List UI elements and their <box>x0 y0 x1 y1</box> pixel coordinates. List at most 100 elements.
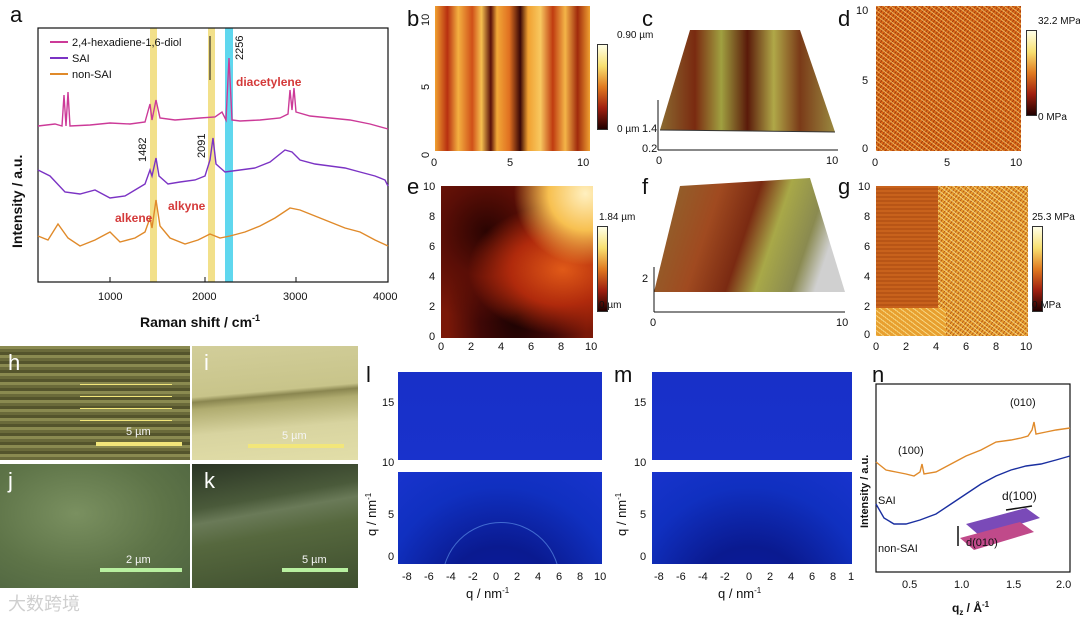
panel-label-c: c <box>642 6 653 31</box>
m-xtick-m2: -2 <box>720 571 730 583</box>
b-xtick-0: 0 <box>431 157 437 169</box>
l-xtick-m8: -8 <box>402 571 412 583</box>
colorbar-e-bottom: 0 µm <box>599 300 622 311</box>
raman-chart: 2,4-hexadiene-1,6-diol SAI non-SAI 2256 … <box>9 27 397 330</box>
afm-3d-surface-c: 1.4 0.2 0 10 <box>642 30 838 167</box>
sem-image-h: h 5 µm <box>0 346 190 460</box>
colorbar-g-bottom: 0 MPa <box>1032 300 1061 311</box>
peak-label-100: (100) <box>898 445 924 457</box>
colorbar-e <box>597 226 608 312</box>
series-label-sai: SAI <box>878 495 896 507</box>
e-xtick-8: 8 <box>558 341 564 352</box>
panel-label-i: i <box>204 350 209 375</box>
d-ytick-10: 10 <box>856 5 868 17</box>
sai-linecut <box>875 421 1071 477</box>
peak-label-1482: 1482 <box>137 138 149 162</box>
m-xtick-0: 0 <box>746 571 752 583</box>
raman-xtick-2000: 2000 <box>192 291 216 303</box>
d010-label: d(010) <box>966 537 998 549</box>
n-ylabel: Intensity / a.u. <box>859 455 871 528</box>
afm-height-map-e <box>441 186 593 338</box>
scale-bar-h <box>96 442 182 446</box>
g-ytick-10: 10 <box>858 181 870 193</box>
l-xtick-m2: -2 <box>468 571 478 583</box>
b-ytick-10: 10 <box>420 14 432 26</box>
raman-plot-frame <box>37 27 389 283</box>
linecut-chart: Intensity / a.u. (100) (010) SAI non-SAI… <box>859 383 1071 617</box>
n-xlabel: qz / Å-1 <box>952 600 990 617</box>
f-ztick-2: 2 <box>642 273 648 285</box>
scale-bar-j <box>100 568 182 572</box>
panel-label-n: n <box>872 362 885 387</box>
e-ytick-6: 6 <box>429 241 435 253</box>
l-xtick-4: 4 <box>535 571 541 583</box>
modulus-map-d <box>876 6 1021 151</box>
raman-ylabel: Intensity / a.u. <box>9 155 25 248</box>
panel-g: g 10 8 6 4 2 0 0 2 4 6 8 10 25.3 MPa 0 M… <box>836 172 1080 352</box>
g-ytick-2: 2 <box>864 301 870 313</box>
e-xtick-2: 2 <box>468 341 474 352</box>
d-xtick-0: 0 <box>872 157 878 169</box>
annotation-alkyne: alkyne <box>168 199 206 213</box>
g-xtick-6: 6 <box>963 341 969 352</box>
nonsai-linecut <box>875 455 1071 525</box>
e-xtick-6: 6 <box>528 341 534 352</box>
n-xtick-1.5: 1.5 <box>1006 579 1021 591</box>
b-xtick-5: 5 <box>507 157 513 169</box>
giwaxs-pattern-m <box>652 372 852 564</box>
series-label-nonsai: non-SAI <box>878 543 918 555</box>
watermark: 大数跨境 <box>8 594 80 614</box>
e-ytick-10: 10 <box>423 181 435 193</box>
m-ylabel: q / nm-1 <box>614 492 629 536</box>
panel-label-m: m <box>614 362 633 387</box>
e-ytick-0: 0 <box>429 331 435 343</box>
colorbar-b <box>597 44 608 130</box>
m-xlabel: q / nm-1 <box>718 586 762 601</box>
e-ytick-2: 2 <box>429 301 435 313</box>
e-xtick-4: 4 <box>498 341 504 352</box>
annotation-alkene: alkene <box>115 211 153 225</box>
b-xtick-10: 10 <box>577 157 589 169</box>
panel-label-e: e <box>407 174 420 199</box>
peak-label-2091: 2091 <box>196 134 208 158</box>
g-ytick-6: 6 <box>864 241 870 253</box>
n-xtick-1.0: 1.0 <box>954 579 969 591</box>
e-xtick-10: 10 <box>585 341 597 352</box>
legend-label-sai: SAI <box>72 53 90 65</box>
e-ytick-8: 8 <box>429 211 435 223</box>
diacetylene-band <box>225 28 233 282</box>
g-xtick-10: 10 <box>1020 341 1032 352</box>
panel-label-b: b <box>407 6 420 31</box>
c-ztick-1.4: 1.4 <box>642 123 657 135</box>
peak-label-010: (010) <box>1010 397 1036 409</box>
l-ytick-15: 15 <box>382 397 394 409</box>
m-ytick-0: 0 <box>640 551 646 563</box>
panel-label-k: k <box>204 468 215 493</box>
panel-l: l q / nm-1 15 10 5 0 -8 -6 -4 -2 0 2 4 6… <box>362 360 612 610</box>
c-xtick-0: 0 <box>656 155 662 167</box>
colorbar-b-top: 0.90 µm <box>617 30 654 41</box>
m-xtick-8: 8 <box>830 571 836 583</box>
raman-xlabel: Raman shift / cm-1 <box>140 313 260 330</box>
scale-label-k: 5 µm <box>302 554 327 566</box>
l-xtick-0: 0 <box>493 571 499 583</box>
panel-label-d: d <box>838 6 851 31</box>
f-xtick-0: 0 <box>650 317 656 329</box>
m-ytick-15: 15 <box>634 397 646 409</box>
panel-label-g: g <box>838 174 851 199</box>
l-xtick-m6: -6 <box>424 571 434 583</box>
l-xtick-6: 6 <box>556 571 562 583</box>
d-ytick-5: 5 <box>862 75 868 87</box>
giwaxs-pattern-l <box>398 372 602 564</box>
m-xtick-m8: -8 <box>654 571 664 583</box>
g-ytick-4: 4 <box>864 271 870 283</box>
n-xtick-2.0: 2.0 <box>1056 579 1071 591</box>
panel-d: d 10 5 0 0 5 10 32.2 MPa 0 MPa <box>836 0 1080 170</box>
colorbar-b-bottom: 0 µm <box>617 124 640 135</box>
raman-xtick-4000: 4000 <box>373 291 397 303</box>
l-ytick-5: 5 <box>388 509 394 521</box>
panel-label-f: f <box>642 174 649 199</box>
sem-image-k: k 5 µm <box>192 464 358 588</box>
colorbar-d-bottom: 0 MPa <box>1038 112 1067 123</box>
panel-f: f 2 0 10 <box>640 172 850 352</box>
